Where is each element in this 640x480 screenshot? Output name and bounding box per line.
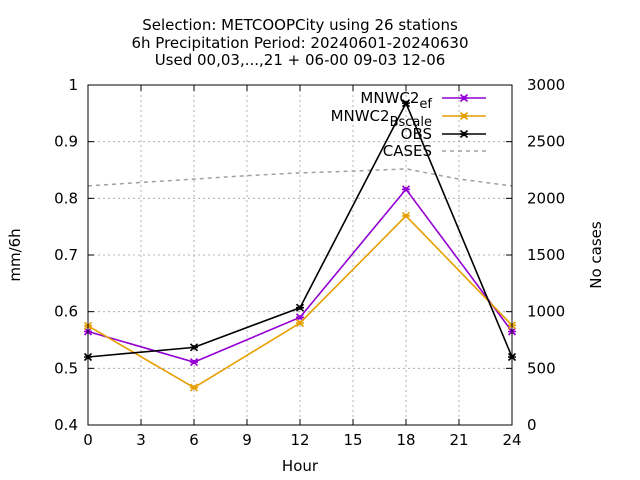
data-point-dot	[191, 385, 197, 390]
grid-lines	[88, 85, 512, 425]
y2-tick-label: 1000	[527, 303, 565, 321]
legend-label: CASES	[383, 142, 432, 160]
y2-tick-label: 1500	[527, 246, 565, 264]
y-tick-label: 0.9	[54, 133, 78, 151]
title-line-2: 6h Precipitation Period: 20240601-202406…	[131, 34, 468, 52]
y2-axis-label: No cases	[587, 221, 605, 289]
x-axis-label: Hour	[282, 457, 319, 475]
x-tick-label: 24	[502, 431, 521, 449]
legend-label: MNWC2Bscale	[331, 107, 432, 130]
x-tick-label: 18	[396, 431, 415, 449]
legend-marker-dot	[461, 131, 467, 137]
y-tick-label: 0.5	[54, 359, 78, 377]
y2-tick-label: 2500	[527, 133, 565, 151]
data-point-dot	[297, 305, 303, 310]
data-point-dot	[191, 345, 197, 350]
x-tick-label: 0	[83, 431, 93, 449]
y-tick-label: 0.4	[54, 416, 78, 434]
title-line-1: Selection: METCOOPCity using 26 stations	[142, 16, 458, 34]
y-tick-label: 0.8	[54, 189, 78, 207]
data-series	[83, 99, 517, 392]
y-tick-label: 0.7	[54, 246, 78, 264]
y2-tick-label: 0	[527, 416, 537, 434]
legend-label: MNWC2ef	[360, 89, 432, 112]
x-tick-label: 6	[189, 431, 199, 449]
y2-tick-label: 3000	[527, 76, 565, 94]
data-point-dot	[403, 187, 409, 192]
legend-marker-dot	[461, 95, 467, 101]
legend-marker-dot	[461, 113, 467, 119]
chart-title: Selection: METCOOPCity using 26 stations…	[131, 16, 468, 69]
y2-tick-label: 500	[527, 359, 556, 377]
data-point-dot	[191, 359, 197, 365]
y-tick-label: 0.6	[54, 303, 78, 321]
cases-line	[87, 168, 513, 187]
data-point-dot	[403, 100, 409, 106]
x-tick-label: 12	[290, 431, 309, 449]
title-line-3: Used 00,03,...,21 + 06-00 09-03 12-06	[155, 51, 446, 69]
data-point-dot	[297, 320, 303, 326]
x-tick-label: 15	[343, 431, 362, 449]
legend-label: OBS	[401, 125, 432, 143]
y-axis-label: mm/6h	[6, 228, 24, 281]
x-tick-label: 9	[242, 431, 252, 449]
data-point-dot	[297, 315, 303, 320]
y2-tick-label: 2000	[527, 189, 565, 207]
y-tick-label: 1	[68, 76, 78, 94]
axis-ticks: 0 3 6 9 12 15 18 21 24 0.4 0.5 0.6 0.7 0.8 0.9 1 0 500 100…	[54, 76, 565, 449]
data-point-dot	[403, 213, 409, 219]
x-tick-label: 3	[136, 431, 146, 449]
x-tick-label: 21	[449, 431, 468, 449]
plot-frame	[87, 84, 513, 426]
